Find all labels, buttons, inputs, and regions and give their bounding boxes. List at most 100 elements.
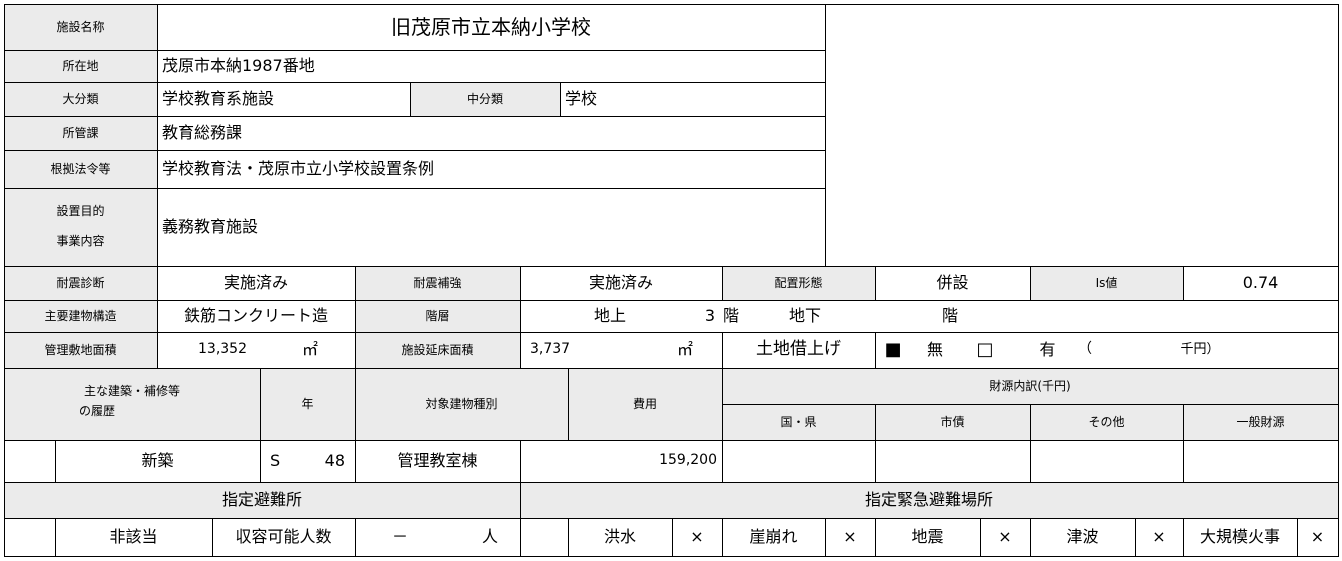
header-text: 年	[301, 396, 314, 411]
value-cell	[825, 4, 1339, 267]
label-cell	[1030, 266, 1184, 301]
label-cell	[568, 368, 723, 441]
value-cell	[568, 518, 673, 557]
label-cell	[355, 368, 569, 441]
field-label: 土地借上げ	[756, 339, 841, 360]
facility-name: 旧茂原市立本納小学校	[391, 14, 591, 39]
field-label: Is値	[1095, 275, 1118, 290]
field-value: 13,352	[198, 341, 247, 358]
field-label: 主要建物構造	[44, 308, 117, 323]
field-label: 根拠法令等	[50, 161, 111, 176]
value-cell	[4, 440, 56, 483]
value-cell	[722, 518, 826, 557]
value-cell	[722, 440, 876, 483]
header-text: 対象建物種別	[425, 396, 498, 411]
section-label: 指定緊急避難場所	[864, 490, 993, 509]
label-cell	[722, 404, 876, 441]
label-cell	[4, 116, 158, 151]
field-value: 実施済み	[223, 273, 288, 292]
hazard-name: 洪水	[603, 527, 636, 546]
label-cell	[355, 266, 521, 301]
field-value: 人	[481, 527, 498, 546]
value-cell	[1183, 266, 1339, 301]
value-cell	[55, 518, 213, 557]
history-building: 管理教室棟	[397, 451, 478, 470]
value-cell	[1030, 518, 1136, 557]
label-cell	[4, 266, 158, 301]
field-value: 義務教育施設	[162, 217, 259, 236]
field-value: 3	[704, 306, 715, 325]
option-mark: ■	[884, 338, 902, 360]
field-label: 事業内容	[56, 233, 105, 248]
history-era: S	[270, 451, 281, 470]
value-cell	[520, 440, 723, 483]
field-value: 茂原市本納1987番地	[162, 56, 315, 75]
field-value: 学校	[565, 89, 598, 108]
field-value: 学校教育系施設	[162, 89, 275, 108]
hazard-name: 地震	[911, 527, 944, 546]
field-value: 階	[941, 306, 958, 325]
field-value: 併設	[936, 273, 969, 292]
history-year: 48	[324, 451, 345, 470]
history-cost: 159,200	[659, 452, 717, 469]
value-cell	[157, 82, 411, 117]
value-cell	[212, 518, 356, 557]
field-label: 所在地	[62, 58, 99, 73]
field-value: 非該当	[109, 527, 158, 546]
hazard-name: 大規模火事	[1199, 527, 1280, 546]
value-cell	[157, 188, 826, 267]
value-cell	[355, 518, 521, 557]
label-cell	[410, 82, 561, 117]
field-label: 階層	[425, 308, 450, 323]
label-cell	[4, 482, 521, 519]
value-cell	[1183, 518, 1298, 557]
hazard-value: ×	[843, 527, 857, 546]
value-cell	[825, 518, 876, 557]
field-label: 施設延床面積	[401, 342, 474, 357]
field-value: 地下	[788, 306, 821, 325]
field-value: ㎡	[301, 340, 318, 359]
value-cell	[1183, 440, 1339, 483]
header-text: 一般財源	[1236, 414, 1285, 429]
field-value: 千円）	[1180, 341, 1220, 357]
value-cell	[157, 116, 826, 151]
field-value: 鉄筋コンクリート造	[183, 306, 328, 325]
history-item: 新築	[141, 451, 174, 470]
header-text: 市債	[940, 414, 965, 429]
field-label: 収容可能人数	[235, 527, 332, 546]
field-value: 階	[722, 306, 739, 325]
value-cell	[55, 440, 261, 483]
header-text: 国・県	[780, 414, 817, 429]
label-cell	[1030, 404, 1184, 441]
hazard-value: ×	[998, 527, 1012, 546]
header-text: の履歴	[78, 403, 115, 418]
field-value: 地上	[593, 306, 626, 325]
hazard-value: ×	[1152, 527, 1166, 546]
label-cell	[4, 188, 158, 267]
field-label: 大分類	[62, 91, 99, 106]
option-mark: □	[976, 338, 994, 360]
field-label: 管理敷地面積	[44, 342, 117, 357]
field-value: 学校教育法・茂原市立小学校設置条例	[162, 159, 435, 178]
field-label: 設置目的	[56, 203, 105, 218]
field-label: 配置形態	[774, 275, 823, 290]
value-cell	[672, 518, 723, 557]
field-value: ㎡	[676, 340, 693, 359]
label-cell	[355, 332, 521, 369]
header-text: 財源内訳(千円)	[989, 378, 1071, 393]
value-cell	[1030, 440, 1184, 483]
hazard-name: 津波	[1066, 527, 1099, 546]
field-label: 所管課	[62, 125, 99, 140]
field-value: 無	[926, 340, 943, 359]
field-value: 教育総務課	[162, 123, 243, 142]
value-cell	[875, 332, 1339, 369]
field-label: 耐震診断	[56, 275, 105, 290]
field-label: 施設名称	[56, 19, 105, 34]
field-value: （	[1078, 341, 1092, 358]
field-label: 耐震補強	[413, 275, 462, 290]
label-cell	[4, 332, 158, 369]
hazard-value: ×	[690, 527, 704, 546]
hazard-name: 崖崩れ	[749, 527, 798, 546]
hazard-value: ×	[1310, 527, 1325, 546]
